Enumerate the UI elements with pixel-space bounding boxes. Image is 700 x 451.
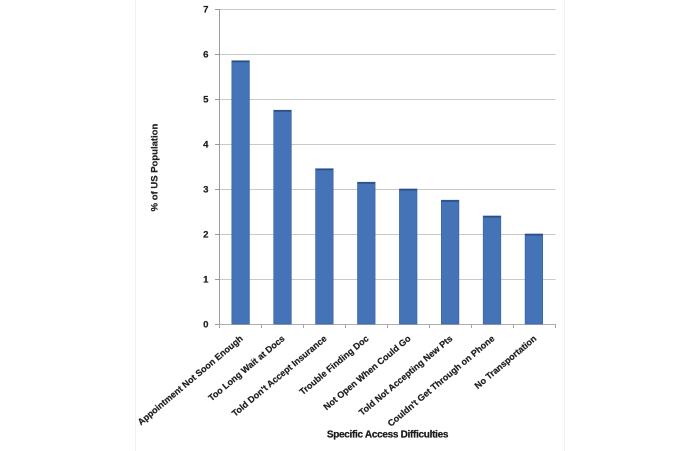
svg-text:5: 5: [203, 94, 209, 105]
svg-text:2: 2: [203, 229, 208, 240]
svg-text:1: 1: [203, 274, 209, 285]
svg-text:% of US Population: % of US Population: [150, 124, 161, 212]
svg-text:4: 4: [203, 139, 209, 150]
svg-text:7: 7: [203, 4, 208, 15]
svg-text:6: 6: [203, 49, 208, 60]
svg-text:Specific Access Difficulties: Specific Access Difficulties: [327, 430, 449, 441]
svg-text:3: 3: [203, 184, 208, 195]
svg-text:0: 0: [203, 319, 208, 330]
